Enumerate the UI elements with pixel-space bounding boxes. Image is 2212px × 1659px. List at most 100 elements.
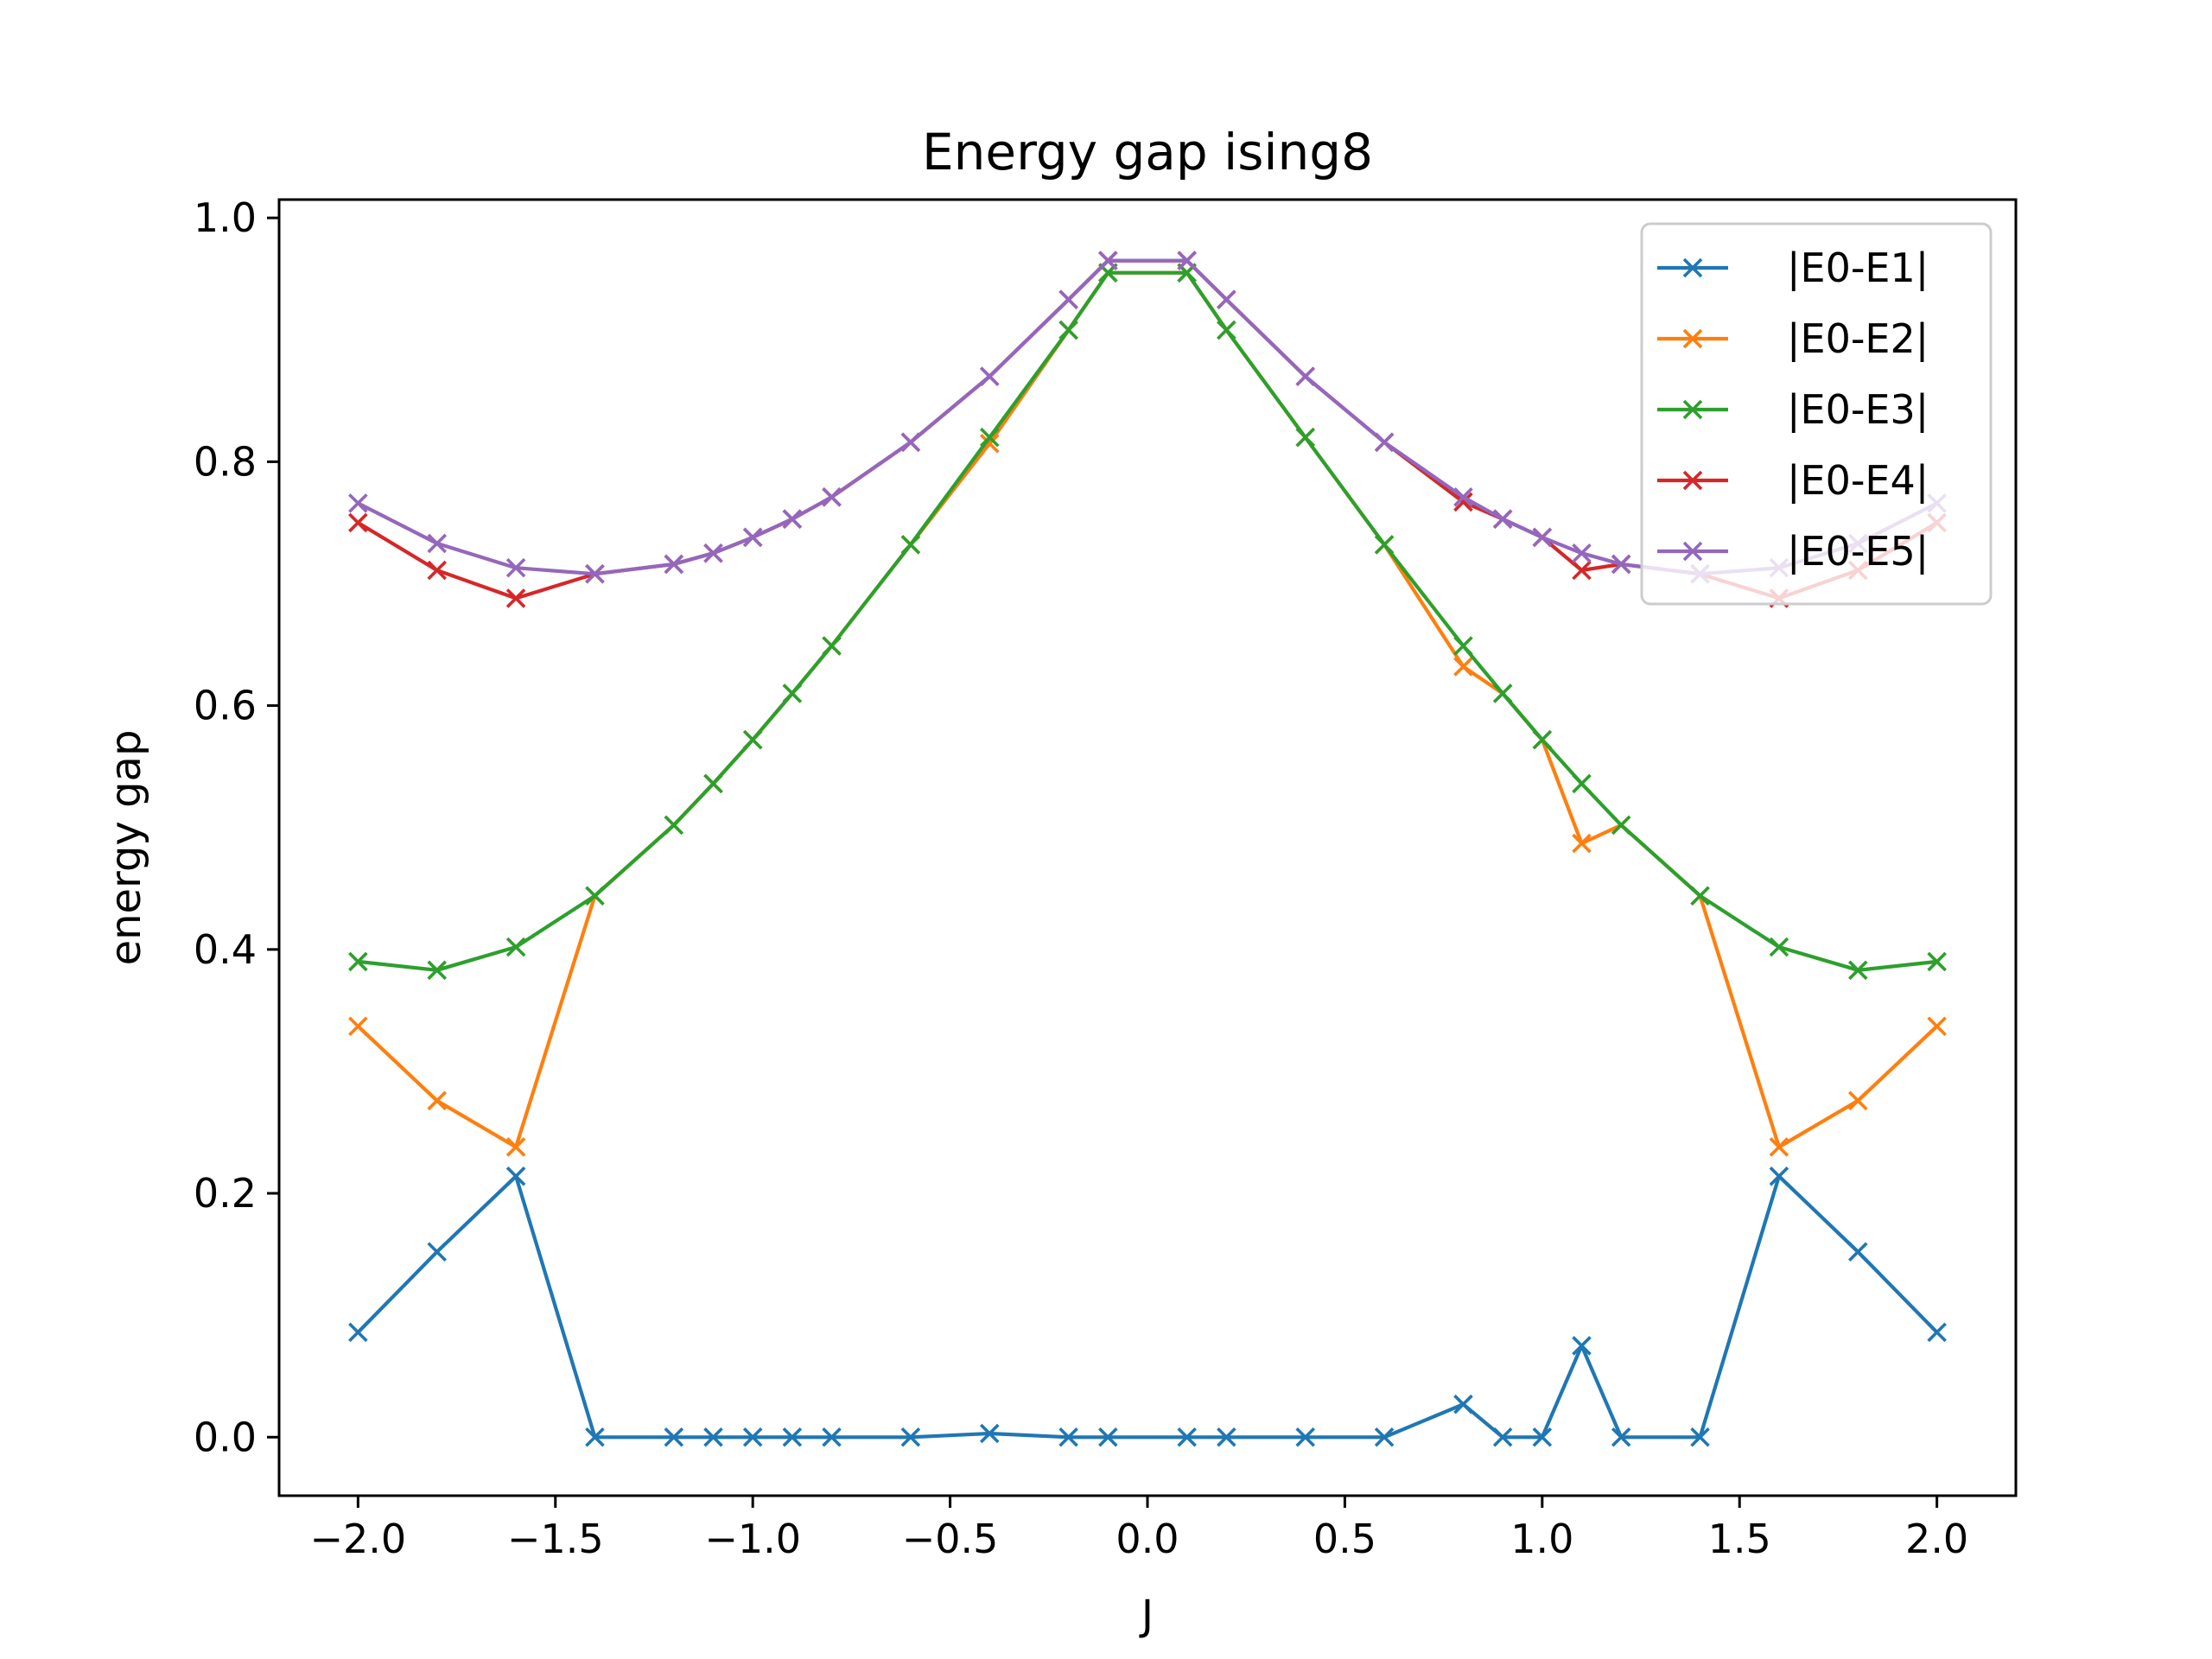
data-point	[1177, 1427, 1197, 1447]
x-tick-label: −0.5	[902, 1516, 999, 1562]
legend-marker	[1682, 541, 1703, 562]
x-tick-label: 0.0	[1116, 1516, 1179, 1562]
data-point	[505, 557, 526, 578]
data-point	[742, 729, 763, 750]
data-point	[1453, 487, 1473, 507]
x-tick-label: 0.5	[1313, 1516, 1376, 1562]
data-point	[1374, 535, 1395, 555]
data-point	[427, 533, 447, 554]
data-point	[1217, 1427, 1236, 1447]
chart-title: Energy gap ising8	[922, 123, 1373, 181]
data-point	[979, 433, 1000, 454]
series-line	[357, 258, 1938, 576]
data-point	[822, 636, 842, 656]
data-point	[1295, 1427, 1316, 1447]
data-point	[1690, 886, 1710, 906]
x-axis-label: J	[1139, 1592, 1154, 1640]
data-point	[782, 1427, 803, 1447]
data-point	[1769, 1166, 1789, 1186]
data-point	[505, 1137, 526, 1157]
data-point	[900, 432, 921, 453]
legend-entry: |E0-E4|	[1657, 457, 1929, 505]
data-point	[1847, 1090, 1868, 1111]
series-line	[356, 1174, 1939, 1440]
data-point	[1098, 251, 1118, 270]
data-point	[742, 527, 763, 548]
data-point	[505, 1166, 526, 1186]
data-point	[1572, 833, 1592, 854]
data-point	[1453, 657, 1473, 677]
data-point	[782, 509, 803, 529]
data-point	[1177, 251, 1197, 270]
legend-marker	[1682, 470, 1703, 491]
data-point	[505, 937, 526, 957]
x-tick-label: −1.5	[507, 1516, 604, 1562]
plot-area	[348, 251, 1947, 1447]
y-tick-label: 0.0	[194, 1414, 257, 1460]
data-point	[1295, 427, 1316, 448]
data-point	[1058, 1427, 1078, 1447]
data-point	[1769, 1137, 1789, 1157]
data-point	[427, 1242, 447, 1262]
y-axis-ticks: 0.0 0.2 0.4 0.6 0.8 1.0	[194, 194, 279, 1460]
data-point	[348, 512, 368, 533]
data-point	[1058, 320, 1078, 340]
data-point	[585, 886, 605, 906]
legend-marker	[1682, 257, 1703, 278]
data-point	[348, 1016, 368, 1037]
data-point	[1217, 289, 1236, 309]
legend-marker	[1682, 328, 1703, 349]
x-tick-label: 2.0	[1905, 1516, 1968, 1562]
data-point	[1217, 320, 1236, 340]
data-point	[1453, 492, 1473, 512]
legend-label: |E0-E3|	[1787, 386, 1929, 434]
legend-box	[1640, 222, 1993, 606]
data-point	[822, 487, 842, 507]
legend-entry: |E0-E3|	[1657, 386, 1929, 434]
data-point	[1295, 366, 1316, 386]
data-point	[1927, 1322, 1947, 1343]
data-point	[1374, 432, 1395, 453]
data-point	[1572, 773, 1592, 794]
data-point	[1058, 289, 1078, 309]
data-point	[1847, 960, 1868, 981]
data-point	[1769, 937, 1789, 957]
legend-entry: |E0-E5|	[1657, 528, 1929, 575]
data-point	[1611, 815, 1631, 836]
series-layer	[348, 251, 1947, 1447]
data-point	[1098, 1427, 1118, 1447]
legend-entry: |E0-E1|	[1657, 245, 1929, 292]
data-point	[1572, 543, 1592, 563]
legend-entry: |E0-E2|	[1657, 315, 1929, 363]
y-tick-label: 0.8	[194, 438, 257, 485]
legend-marker	[1682, 399, 1703, 420]
data-point	[1453, 1394, 1473, 1414]
data-point	[1532, 527, 1553, 548]
y-tick-label: 0.2	[194, 1170, 257, 1217]
legend-label: |E0-E4|	[1787, 457, 1929, 505]
data-point	[703, 773, 723, 794]
data-point	[1572, 560, 1592, 581]
y-tick-label: 1.0	[194, 194, 257, 241]
data-point	[1611, 554, 1631, 575]
data-point	[900, 535, 921, 555]
data-point	[505, 588, 526, 608]
data-point	[979, 1423, 1000, 1444]
data-point	[1492, 509, 1513, 529]
data-point	[348, 951, 368, 972]
data-point	[1532, 1427, 1553, 1447]
y-axis-label: energy gap	[102, 730, 150, 966]
data-point	[1611, 1427, 1631, 1447]
data-point	[1847, 1242, 1868, 1262]
data-point	[742, 1427, 763, 1447]
data-point	[1927, 951, 1947, 972]
data-point	[664, 554, 684, 575]
data-point	[427, 1090, 447, 1111]
data-point	[703, 543, 723, 563]
data-point	[782, 683, 803, 703]
legend-label: |E0-E5|	[1787, 528, 1929, 575]
data-point	[1572, 1336, 1592, 1356]
data-point	[1492, 683, 1513, 703]
x-tick-label: −1.0	[704, 1516, 801, 1562]
